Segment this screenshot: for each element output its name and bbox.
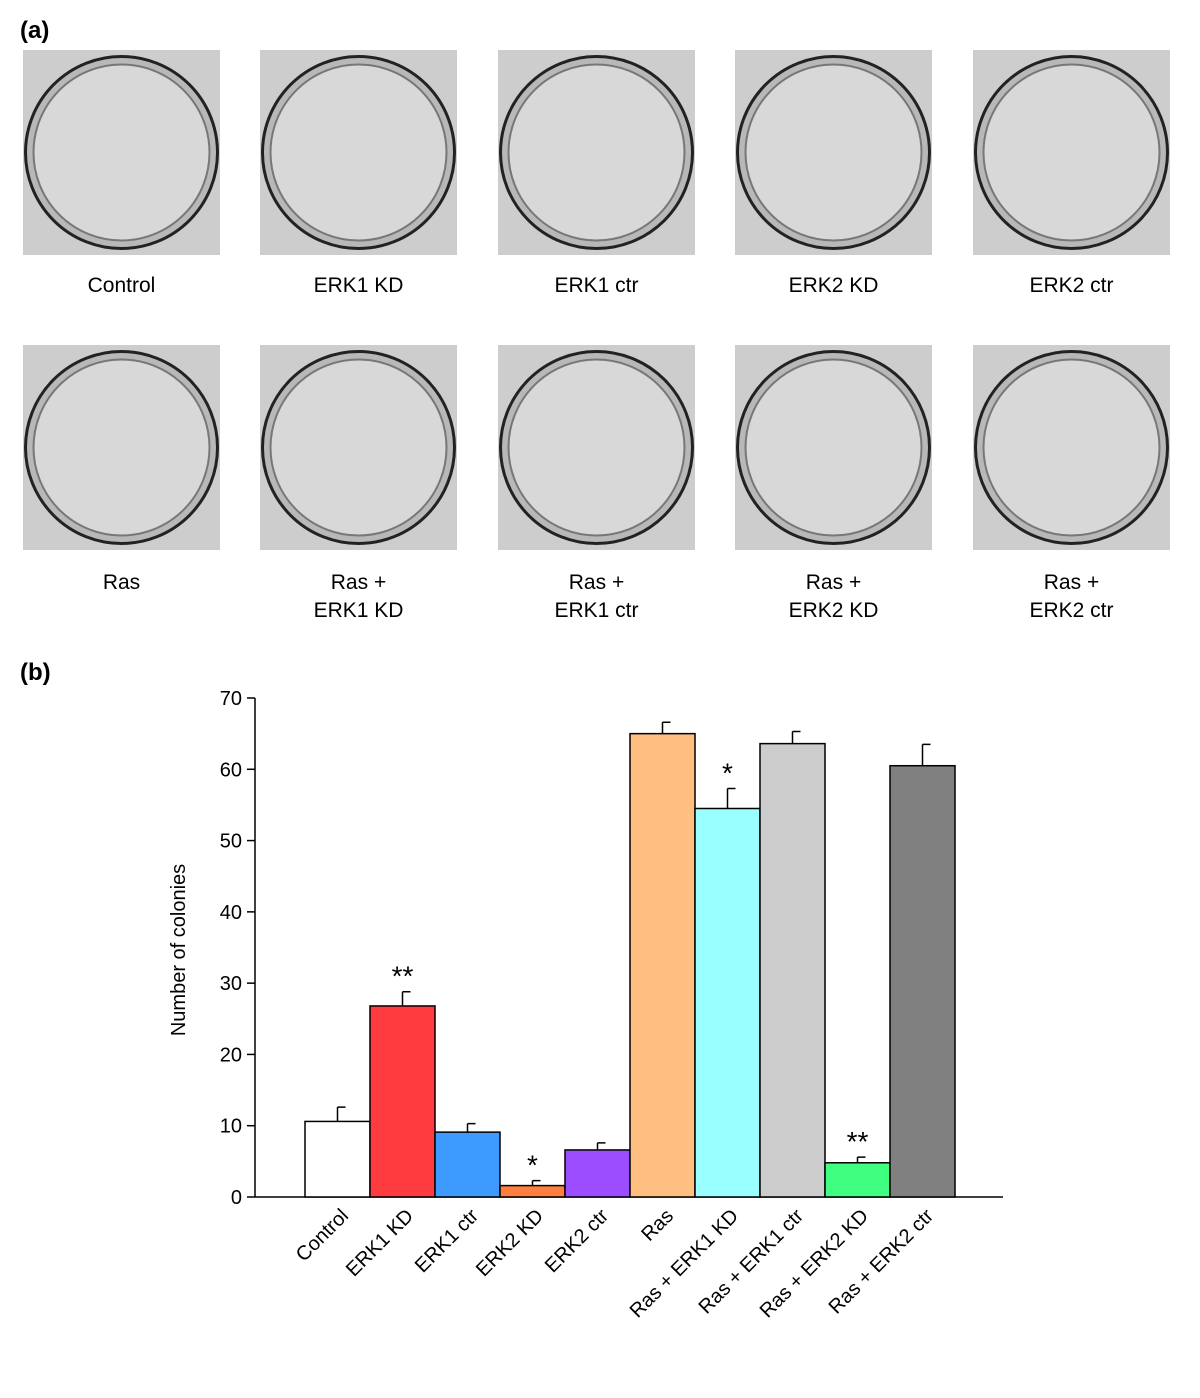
dish-caption: ERK2 ctr [1029,274,1113,297]
dish-caption: Ras + [331,571,386,594]
bar [889,764,956,1198]
dish-caption: ERK2 KD [789,599,879,622]
x-tick-label: Control [292,1205,353,1266]
y-axis-label: Number of colonies [168,864,190,1036]
error-bar [531,1179,541,1186]
error-bar [661,721,671,734]
error-bar [401,990,411,1006]
y-tick-label: 20 [220,1044,242,1066]
dish-caption: ERK1 ctr [554,274,638,297]
bar [759,742,826,1198]
x-tick-label: ERK1 KD [342,1205,418,1281]
y-tick-label: 30 [220,973,242,995]
x-tick-label: ERK2 KD [472,1205,548,1281]
bar [499,1184,566,1198]
x-tick-label: Ras + ERK2 KD [756,1205,873,1322]
y-tick-label: 50 [220,831,242,853]
error-bar [791,730,801,744]
bar [629,732,696,1198]
dish-caption: Ras + [806,571,861,594]
dish-inner [269,63,448,242]
dish-caption: ERK2 KD [789,274,879,297]
y-tick-label: 60 [220,759,242,781]
dish-caption: ERK1 ctr [554,599,638,622]
dish-caption: ERK1 KD [314,274,404,297]
dish-caption: ERK2 ctr [1029,599,1113,622]
dish-inner [32,358,211,537]
dish-inner [982,63,1161,242]
x-tick-label: Ras + ERK1 KD [626,1205,743,1322]
error-bar [856,1156,866,1163]
dish-caption: Ras + [569,571,624,594]
significance: ** [392,961,414,992]
error-bar [596,1142,606,1150]
bar [824,1162,891,1198]
y-tick-label: 40 [220,902,242,924]
x-tick-label: Ras [637,1205,678,1246]
panel-label: (a) [20,17,49,44]
significance: * [722,758,733,789]
dish-caption: Ras + [1044,571,1099,594]
dish-inner [507,63,686,242]
bar [369,1005,436,1198]
bar [304,1120,371,1198]
dish-inner [982,358,1161,537]
error-bar [726,787,736,809]
dish-inner [269,358,448,537]
dish-caption: ERK1 KD [314,599,404,622]
dish-inner [744,358,923,537]
dish-inner [744,63,923,242]
significance: ** [847,1126,869,1157]
dish-caption: Ras [103,571,140,594]
bar [564,1149,631,1198]
y-tick-label: 0 [231,1187,242,1209]
error-bar [921,743,931,766]
panel-label: (b) [20,659,51,686]
x-tick-label: ERK2 ctr [541,1205,613,1277]
dish-inner [32,63,211,242]
error-bar [336,1106,346,1122]
dish-inner [507,358,686,537]
significance: * [527,1150,538,1181]
bar [434,1131,501,1198]
y-tick-label: 10 [220,1116,242,1138]
bar [694,807,761,1198]
y-tick-label: 70 [220,688,242,710]
error-bar [466,1122,476,1133]
dish-caption: Control [88,274,156,297]
